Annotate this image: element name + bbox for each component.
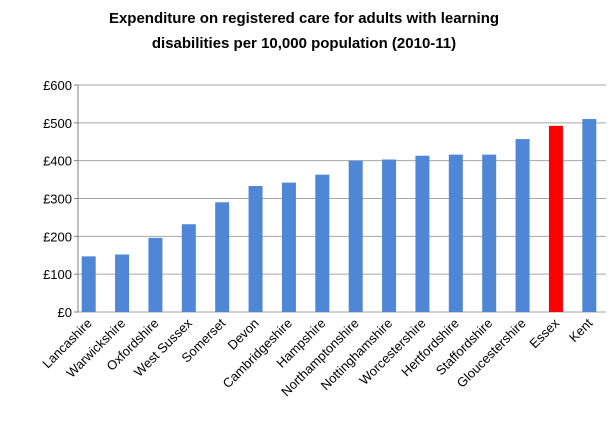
bar: [181, 224, 196, 312]
bar: [81, 256, 96, 312]
bar: [582, 119, 597, 312]
x-tick-label: Essex: [526, 315, 562, 351]
bar: [415, 155, 430, 312]
bar: [382, 159, 397, 312]
bar: [248, 186, 263, 312]
y-tick-label: £500: [43, 116, 72, 131]
x-tick-label: Kent: [566, 315, 596, 345]
y-tick-label: £100: [43, 267, 72, 282]
chart-title: Expenditure on registered care for adult…: [108, 10, 500, 52]
bar: [148, 237, 163, 312]
bar: [515, 139, 530, 312]
bar: [115, 254, 130, 312]
y-tick-label: £200: [43, 229, 72, 244]
bar: [548, 125, 563, 312]
y-tick-label: £400: [43, 154, 72, 169]
y-tick-label: £0: [58, 305, 72, 320]
bar: [448, 154, 463, 312]
bar: [348, 160, 363, 312]
y-tick-label: £300: [43, 192, 72, 207]
bar: [315, 174, 330, 312]
bar: [281, 182, 296, 312]
y-tick-label: £600: [43, 78, 72, 93]
bar: [215, 202, 230, 312]
bar: [482, 154, 497, 312]
